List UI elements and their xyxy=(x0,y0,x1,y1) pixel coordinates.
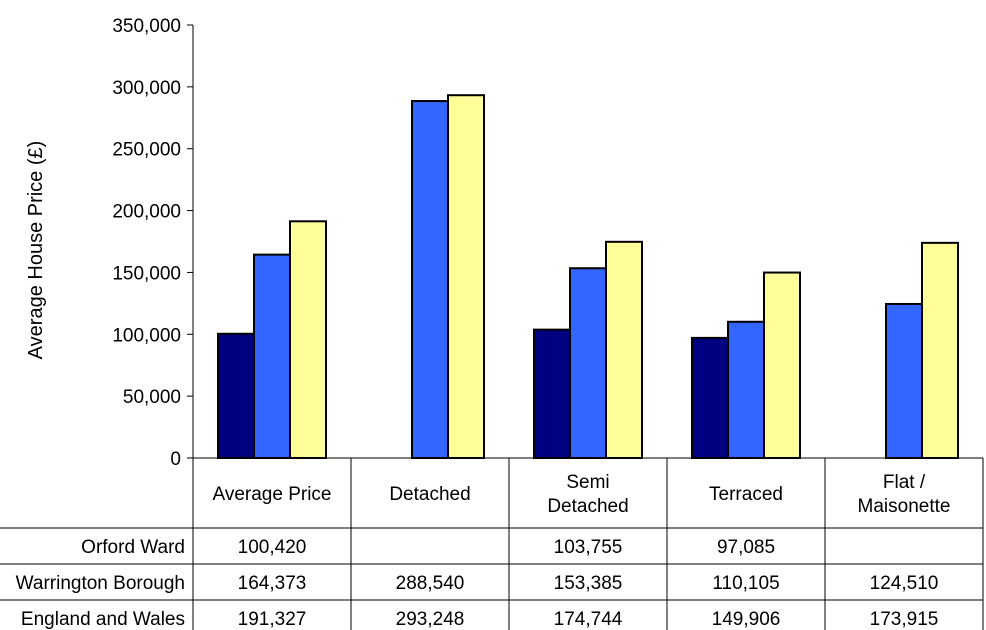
bar-england-and-wales-average-price xyxy=(289,220,327,459)
category-label: Average Price xyxy=(213,484,332,505)
table-cell: 191,327 xyxy=(238,609,307,630)
table-cell: 110,105 xyxy=(712,573,779,594)
table-cell: 100,420 xyxy=(238,537,307,558)
category-label: Detached xyxy=(389,484,470,505)
y-axis-label: Average House Price (£) xyxy=(25,141,47,360)
y-tick-label: 100,000 xyxy=(112,325,181,346)
table-cell: 153,385 xyxy=(554,573,623,594)
y-tick-label: 200,000 xyxy=(112,202,181,223)
table-cell: 173,915 xyxy=(870,609,939,630)
category-label: Flat / xyxy=(883,472,926,493)
table-cell: 288,540 xyxy=(396,573,465,594)
category-label: Semi xyxy=(566,472,609,493)
bar-england-and-wales-terraced xyxy=(763,271,801,459)
bar-warrington-borough-average-price xyxy=(253,253,291,459)
bar-warrington-borough-flat-maisonette xyxy=(885,302,923,459)
category-label: Terraced xyxy=(709,484,783,505)
table-cell: 97,085 xyxy=(717,537,775,558)
bar-england-and-wales-semi-detached xyxy=(605,240,643,459)
bar-warrington-borough-terraced xyxy=(727,320,765,459)
bar-england-and-wales-detached xyxy=(447,94,485,460)
y-tick-label: 50,000 xyxy=(123,387,181,408)
table-cell: 293,248 xyxy=(396,609,465,630)
table-cell: 164,373 xyxy=(238,573,307,594)
bar-england-and-wales-flat-maisonette xyxy=(921,241,959,459)
y-tick-label: 150,000 xyxy=(112,263,181,284)
category-label: Maisonette xyxy=(858,496,951,517)
bar-warrington-borough-detached xyxy=(411,100,449,460)
table-row-label: Orford Ward xyxy=(81,537,185,558)
y-tick-label: 350,000 xyxy=(112,16,181,37)
table-row-label: Warrington Borough xyxy=(16,573,185,594)
bar-warrington-borough-semi-detached xyxy=(569,267,607,459)
table-cell: 174,744 xyxy=(554,609,623,630)
table-cell: 103,755 xyxy=(554,537,623,558)
y-tick-label: 300,000 xyxy=(112,78,181,99)
table-cell: 124,510 xyxy=(870,573,939,594)
bar-orford-ward-semi-detached xyxy=(533,328,571,459)
table-row-label: England and Wales xyxy=(21,609,185,630)
y-tick-label: 0 xyxy=(170,449,181,470)
category-label: Detached xyxy=(547,496,628,517)
y-tick-label: 250,000 xyxy=(112,140,181,161)
bar-orford-ward-average-price xyxy=(217,332,255,459)
bar-orford-ward-terraced xyxy=(691,336,729,460)
table-cell: 149,906 xyxy=(712,609,781,630)
